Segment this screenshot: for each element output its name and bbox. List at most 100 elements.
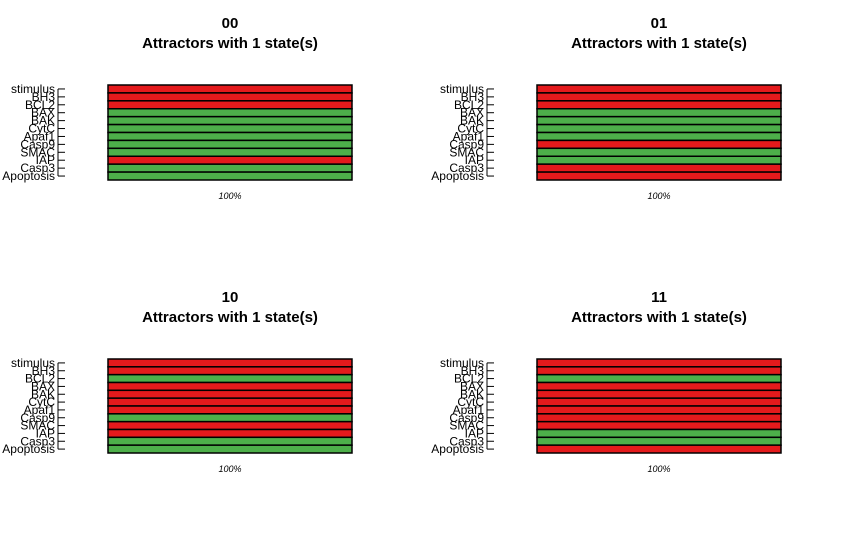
state-cell xyxy=(536,108,782,118)
state-cell xyxy=(107,420,353,431)
state-cell xyxy=(536,147,782,157)
state-cell xyxy=(536,436,782,446)
state-cell xyxy=(107,123,353,134)
row-label: BAK xyxy=(460,387,484,401)
column-frequency-label: 100% xyxy=(218,464,241,474)
state-cell xyxy=(536,444,782,454)
state-cell xyxy=(536,428,782,439)
state-cell xyxy=(536,389,782,399)
row-label: Casp9 xyxy=(20,411,55,425)
row-label: BCL2 xyxy=(454,372,484,386)
state-cell xyxy=(107,444,353,454)
row-label: stimulus xyxy=(440,82,484,96)
state-cell xyxy=(107,155,353,165)
row-label: BCL2 xyxy=(25,372,55,386)
row-label: Casp3 xyxy=(20,434,55,448)
state-cell xyxy=(107,413,353,423)
panel-subtitle: Attractors with 1 state(s) xyxy=(571,309,747,326)
row-label: BAX xyxy=(460,106,484,120)
state-cell xyxy=(536,381,782,392)
panel-title: 00 xyxy=(222,15,239,32)
column-frequency-label: 100% xyxy=(647,464,670,474)
row-label: CytC xyxy=(28,395,55,409)
state-cell xyxy=(536,373,782,384)
row-label: Apaf1 xyxy=(24,403,56,417)
row-label: IAP xyxy=(36,153,55,167)
state-cell xyxy=(107,163,353,173)
row-label: BAK xyxy=(31,114,55,128)
state-cell xyxy=(536,84,782,94)
row-label: Apaf1 xyxy=(453,403,485,417)
row-label: SMAC xyxy=(20,419,55,433)
state-cell xyxy=(107,428,353,439)
row-label: Casp3 xyxy=(20,161,55,175)
state-cell xyxy=(536,92,782,102)
row-label: stimulus xyxy=(11,356,55,370)
row-label: BCL2 xyxy=(454,98,484,112)
row-label: BH3 xyxy=(32,364,56,378)
row-label: Apoptosis xyxy=(431,442,484,456)
state-cell xyxy=(536,366,782,376)
row-label: IAP xyxy=(465,153,484,167)
row-label: Apoptosis xyxy=(431,169,484,183)
state-cell xyxy=(536,155,782,165)
row-label: CytC xyxy=(457,122,484,136)
row-label: BAK xyxy=(31,387,55,401)
row-label: Apaf1 xyxy=(453,129,485,143)
row-label: BAK xyxy=(460,114,484,128)
state-cell xyxy=(107,381,353,392)
state-cell xyxy=(107,115,353,126)
column-frequency-label: 100% xyxy=(647,191,670,201)
row-label: Casp9 xyxy=(20,137,55,151)
row-label: Casp3 xyxy=(449,161,484,175)
state-cell xyxy=(536,420,782,431)
state-cell xyxy=(107,397,353,407)
state-cell xyxy=(536,397,782,407)
panel-title: 10 xyxy=(222,289,239,306)
state-cell xyxy=(536,131,782,142)
state-cell xyxy=(107,366,353,376)
state-cell xyxy=(107,108,353,118)
row-label: Casp3 xyxy=(449,434,484,448)
state-cell xyxy=(536,115,782,126)
state-cell xyxy=(107,405,353,415)
panel-subtitle: Attractors with 1 state(s) xyxy=(571,35,747,52)
state-cell xyxy=(107,100,353,110)
state-cell xyxy=(107,373,353,384)
panel-title: 11 xyxy=(651,289,667,306)
state-cell xyxy=(107,358,353,368)
row-label: BAX xyxy=(31,106,55,120)
state-cell xyxy=(107,171,353,181)
state-cell xyxy=(107,92,353,102)
row-label: IAP xyxy=(465,426,484,440)
state-cell xyxy=(536,123,782,134)
state-cell xyxy=(536,358,782,368)
row-label: IAP xyxy=(36,426,55,440)
row-label: BH3 xyxy=(461,364,485,378)
row-label: BH3 xyxy=(461,90,485,104)
panel-subtitle: Attractors with 1 state(s) xyxy=(142,35,318,52)
row-label: CytC xyxy=(28,122,55,136)
row-label: BCL2 xyxy=(25,98,55,112)
row-label: BH3 xyxy=(32,90,56,104)
state-cell xyxy=(536,405,782,415)
row-label: Casp9 xyxy=(449,137,484,151)
row-label: Apoptosis xyxy=(2,169,55,183)
state-cell xyxy=(107,389,353,399)
row-label: SMAC xyxy=(20,145,55,159)
row-label: Apaf1 xyxy=(24,129,56,143)
row-label: stimulus xyxy=(440,356,484,370)
state-cell xyxy=(536,163,782,173)
state-cell xyxy=(107,131,353,142)
row-label: Apoptosis xyxy=(2,442,55,456)
row-label: stimulus xyxy=(11,82,55,96)
state-cell xyxy=(536,171,782,181)
row-label: BAX xyxy=(460,379,484,393)
row-label: Casp9 xyxy=(449,411,484,425)
row-label: CytC xyxy=(457,395,484,409)
